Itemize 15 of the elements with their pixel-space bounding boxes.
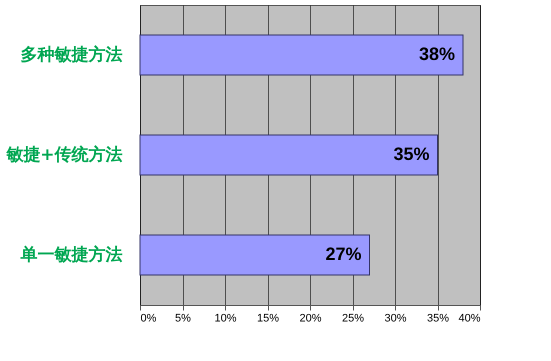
x-tick-label: 0% xyxy=(140,312,157,324)
x-tick-label: 40% xyxy=(458,312,481,324)
data-label: 35% xyxy=(393,144,430,164)
x-tick-label: 10% xyxy=(214,312,237,324)
data-label: 38% xyxy=(418,44,455,64)
data-label: 27% xyxy=(325,244,362,264)
y-tick-label: 多种敏捷方法 xyxy=(20,45,122,65)
y-tick-label: 单一敏捷方法 xyxy=(20,245,122,265)
x-tick-label: 25% xyxy=(342,312,364,324)
x-tick-label: 5% xyxy=(175,312,192,324)
x-tick-label: 35% xyxy=(426,312,450,324)
x-tick-label: 30% xyxy=(384,312,407,324)
y-tick-label: 敏捷+传统方法 xyxy=(5,145,122,165)
x-tick-label: 20% xyxy=(299,312,322,324)
x-tick-label: 15% xyxy=(256,312,280,324)
